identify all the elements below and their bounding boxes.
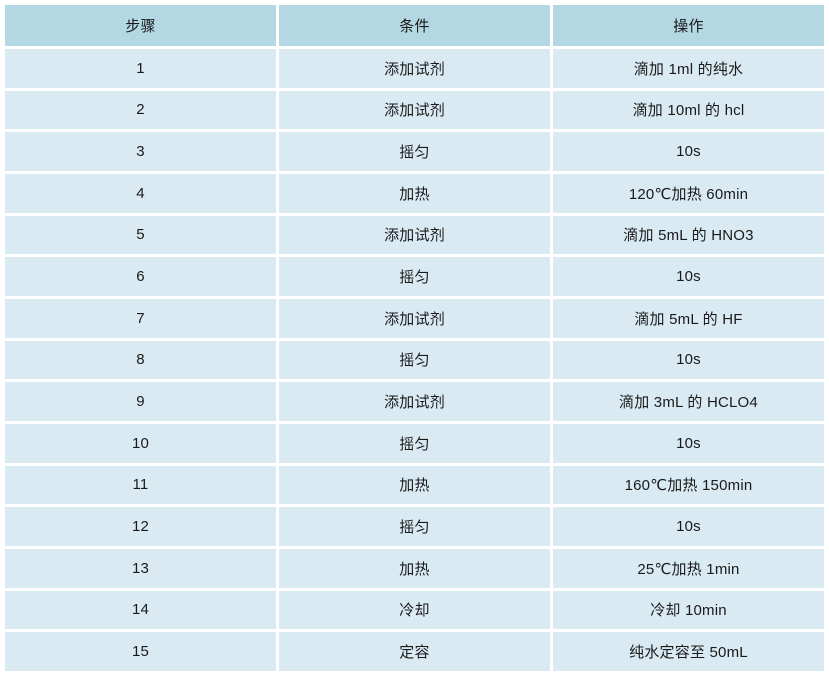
table-row: 9 添加试剂 滴加 3mL 的 HCLO4 (5, 382, 824, 421)
step-cell: 11 (5, 465, 276, 505)
table-row: 3 摇匀 10s (5, 132, 824, 171)
operation-cell: 10s (553, 132, 824, 171)
operation-cell: 纯水定容至 50mL (553, 632, 824, 671)
step-cell: 8 (5, 340, 276, 380)
table-row: 8 摇匀 10s (5, 340, 824, 380)
condition-cell: 摇匀 (279, 132, 550, 171)
step-cell: 10 (5, 423, 276, 463)
table-row: 14 冷却 冷却 10min (5, 590, 824, 630)
operation-cell: 10s (553, 507, 824, 546)
condition-cell: 加热 (279, 173, 550, 213)
condition-cell: 摇匀 (279, 340, 550, 380)
condition-cell: 摇匀 (279, 423, 550, 463)
operation-cell: 滴加 5mL 的 HF (553, 298, 824, 338)
step-cell: 9 (5, 382, 276, 421)
column-header-operation: 操作 (553, 5, 824, 46)
table-row: 2 添加试剂 滴加 10ml 的 hcl (5, 90, 824, 130)
column-header-condition: 条件 (279, 5, 550, 46)
column-header-step: 步骤 (5, 5, 276, 46)
condition-cell: 摇匀 (279, 507, 550, 546)
table-row: 11 加热 160℃加热 150min (5, 465, 824, 505)
operation-cell: 冷却 10min (553, 590, 824, 630)
step-cell: 5 (5, 215, 276, 255)
table-row: 10 摇匀 10s (5, 423, 824, 463)
step-cell: 1 (5, 49, 276, 88)
condition-cell: 定容 (279, 632, 550, 671)
table-row: 1 添加试剂 滴加 1ml 的纯水 (5, 49, 824, 88)
header-row: 步骤 条件 操作 (5, 5, 824, 46)
condition-cell: 加热 (279, 465, 550, 505)
table-row: 13 加热 25℃加热 1min (5, 548, 824, 588)
operation-cell: 10s (553, 423, 824, 463)
condition-cell: 添加试剂 (279, 382, 550, 421)
condition-cell: 添加试剂 (279, 90, 550, 130)
table-row: 5 添加试剂 滴加 5mL 的 HNO3 (5, 215, 824, 255)
step-cell: 2 (5, 90, 276, 130)
operation-cell: 10s (553, 257, 824, 296)
condition-cell: 加热 (279, 548, 550, 588)
operation-cell: 25℃加热 1min (553, 548, 824, 588)
step-cell: 13 (5, 548, 276, 588)
condition-cell: 冷却 (279, 590, 550, 630)
step-cell: 7 (5, 298, 276, 338)
table-row: 6 摇匀 10s (5, 257, 824, 296)
table-row: 7 添加试剂 滴加 5mL 的 HF (5, 298, 824, 338)
step-cell: 15 (5, 632, 276, 671)
step-cell: 6 (5, 257, 276, 296)
operation-cell: 滴加 3mL 的 HCLO4 (553, 382, 824, 421)
operation-cell: 10s (553, 340, 824, 380)
condition-cell: 添加试剂 (279, 215, 550, 255)
step-cell: 14 (5, 590, 276, 630)
condition-cell: 添加试剂 (279, 49, 550, 88)
table-row: 12 摇匀 10s (5, 507, 824, 546)
step-cell: 3 (5, 132, 276, 171)
step-cell: 12 (5, 507, 276, 546)
table-body: 1 添加试剂 滴加 1ml 的纯水 2 添加试剂 滴加 10ml 的 hcl 3 摇匀 10s 4… (5, 49, 824, 671)
step-cell: 4 (5, 173, 276, 213)
table-row: 15 定容 纯水定容至 50mL (5, 632, 824, 671)
operation-cell: 120℃加热 60min (553, 173, 824, 213)
condition-cell: 摇匀 (279, 257, 550, 296)
table-row: 4 加热 120℃加热 60min (5, 173, 824, 213)
condition-cell: 添加试剂 (279, 298, 550, 338)
operation-cell: 160℃加热 150min (553, 465, 824, 505)
operation-cell: 滴加 10ml 的 hcl (553, 90, 824, 130)
operation-cell: 滴加 5mL 的 HNO3 (553, 215, 824, 255)
operation-cell: 滴加 1ml 的纯水 (553, 49, 824, 88)
